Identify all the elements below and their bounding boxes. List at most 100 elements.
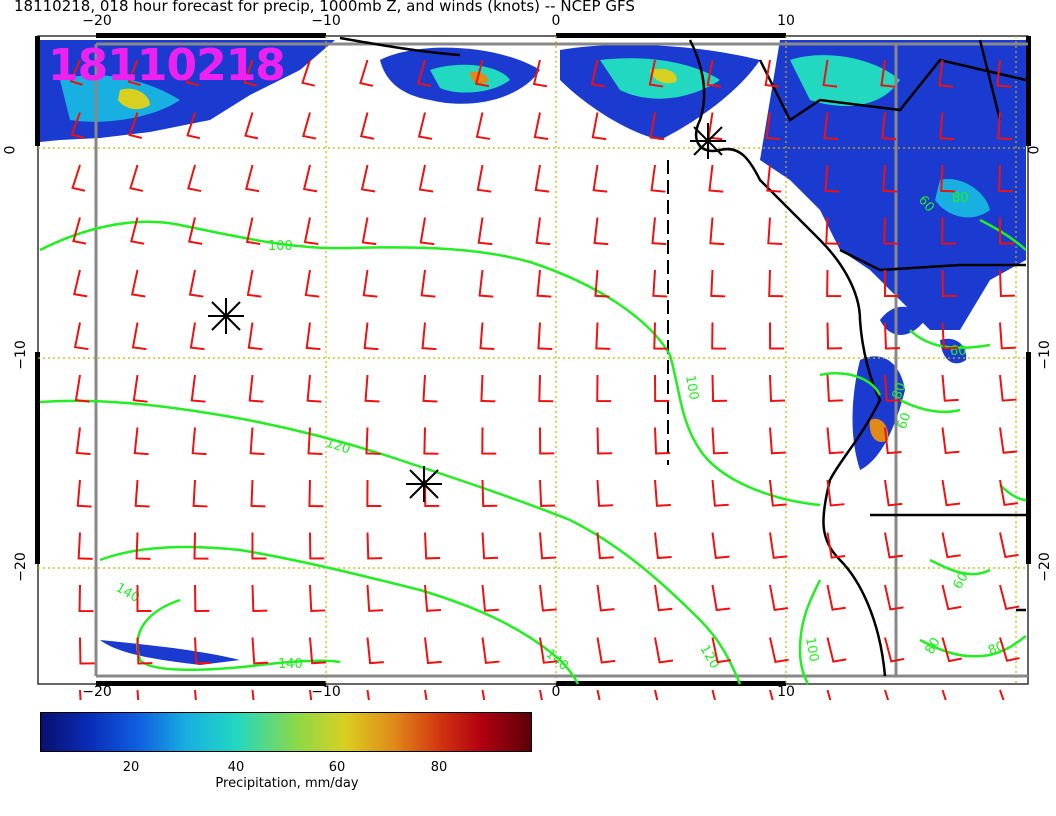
wind-barb <box>475 112 491 140</box>
wind-barb <box>654 374 670 403</box>
precip-colorbar <box>40 712 532 752</box>
wind-barb <box>127 59 141 86</box>
contour-label: 60 <box>895 411 915 432</box>
wind-barb <box>596 479 614 507</box>
wind-barb <box>539 479 556 507</box>
wind-barb <box>480 374 496 403</box>
low-pressure-marker-icon <box>690 123 726 159</box>
wind-barb <box>536 269 552 298</box>
wind-barb <box>999 532 1019 559</box>
wind-barb <box>596 374 612 403</box>
wind-barb <box>191 427 207 456</box>
wind-barb <box>596 532 614 560</box>
wind-barb <box>423 427 439 455</box>
wind-barb <box>244 112 259 140</box>
wind-barb <box>71 164 86 192</box>
wind-barb <box>539 689 543 700</box>
wind-barb <box>711 374 728 402</box>
wind-barb <box>251 637 269 665</box>
wind-barb <box>188 269 204 298</box>
wind-barb <box>424 584 442 612</box>
wind-barb <box>769 637 789 664</box>
wind-barb <box>941 427 960 455</box>
wind-barb <box>250 479 266 508</box>
contour-label: 100 <box>682 374 701 401</box>
contour-label: 140 <box>278 657 303 672</box>
low-pressure-marker-icon <box>406 466 442 502</box>
wind-barb <box>653 322 669 350</box>
wind-barb <box>194 689 197 700</box>
top-tick-label: −10 <box>311 13 341 29</box>
wind-barb <box>424 637 442 665</box>
wind-barb <box>708 164 724 193</box>
wind-barbs <box>69 59 1020 700</box>
top-tick-label: 10 <box>777 13 795 29</box>
colorbar-tick: 40 <box>227 760 245 775</box>
wind-barb <box>539 584 557 612</box>
wind-barb <box>539 637 558 664</box>
wind-barb <box>710 269 726 298</box>
wind-barb <box>76 479 92 508</box>
wind-barb <box>826 637 847 663</box>
wind-barb <box>884 689 890 700</box>
wind-barb <box>365 427 381 455</box>
wind-barb <box>595 322 611 350</box>
wind-barb <box>826 689 832 700</box>
wind-barb <box>366 479 382 508</box>
contour-label: 80 <box>922 635 943 657</box>
wind-barb <box>194 637 211 665</box>
wind-barb <box>79 689 82 700</box>
wind-barb <box>592 164 608 193</box>
wind-barb <box>481 532 499 560</box>
wind-barb <box>246 269 262 298</box>
wind-barb <box>769 479 787 507</box>
wind-barb <box>307 427 323 455</box>
wind-barb <box>70 112 84 139</box>
wind-barb <box>481 479 498 507</box>
wind-barb <box>596 584 615 612</box>
wind-barb <box>997 112 1013 141</box>
wind-barb <box>769 322 785 350</box>
wind-barb <box>823 112 839 141</box>
wind-barb <box>596 689 601 700</box>
wind-barb <box>884 532 904 559</box>
wind-barb <box>940 164 956 193</box>
wind-barb <box>999 217 1014 245</box>
wind-barb <box>941 689 947 700</box>
wind-barb <box>652 269 668 298</box>
wind-barb <box>130 217 145 245</box>
bottom-tick-label: 10 <box>777 684 795 700</box>
bottom-tick-label: 0 <box>551 684 561 700</box>
wind-barb <box>424 479 440 508</box>
wind-barb <box>245 164 260 193</box>
wind-barb <box>190 374 206 403</box>
map-plot-area: 100 120 140 140 100 120 140 100 60 80 80… <box>35 33 1031 700</box>
wind-barb <box>477 217 493 246</box>
wind-barb <box>884 584 904 611</box>
wind-barb <box>363 322 379 351</box>
contour-label: 100 <box>268 239 293 254</box>
wind-barb <box>881 112 897 141</box>
wind-barb <box>884 479 903 507</box>
wind-barb <box>79 637 95 665</box>
wind-barb <box>476 164 492 193</box>
wind-barb <box>654 689 659 700</box>
wind-barb <box>135 532 151 560</box>
wind-barb <box>999 269 1015 297</box>
wind-barb <box>309 637 327 665</box>
wind-barb <box>941 479 961 507</box>
wind-barb <box>78 584 94 613</box>
wind-barb <box>941 322 958 350</box>
wind-barb <box>245 217 261 245</box>
wind-barb <box>941 584 962 611</box>
wind-barb <box>420 269 436 298</box>
wind-barb <box>649 112 665 141</box>
wind-barb <box>651 217 667 246</box>
wind-barb <box>251 584 268 612</box>
wind-barb <box>481 689 486 700</box>
graticule <box>38 36 1028 684</box>
wind-barb <box>767 217 783 245</box>
wind-barb <box>187 164 202 193</box>
wind-barb <box>421 322 437 351</box>
